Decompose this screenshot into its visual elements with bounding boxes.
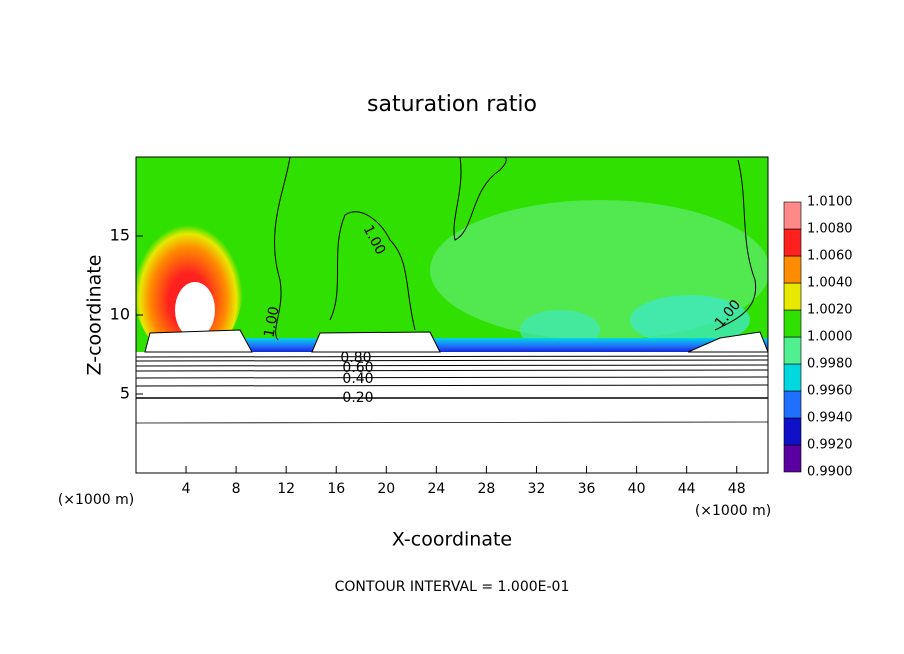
colorbar-box	[783, 255, 802, 284]
x-axis-label: X-coordinate	[392, 529, 512, 551]
colorbar-label: 1.0080	[807, 222, 853, 237]
x-tick-label: 12	[277, 481, 295, 497]
colorbar-label: 0.9940	[807, 411, 853, 426]
colorbar-label: 1.0040	[807, 276, 853, 291]
footer-note: CONTOUR INTERVAL = 1.000E-01	[335, 579, 570, 595]
chart-title: saturation ratio	[367, 92, 537, 117]
colorbar-box	[783, 417, 802, 446]
y-axis-label: Z-coordinate	[84, 255, 106, 376]
colorbar-box	[783, 444, 802, 473]
x-tick-label: 48	[728, 481, 746, 497]
axis-unit: (×1000 m)	[695, 503, 771, 519]
colorbar-box	[783, 228, 802, 257]
contour-label: 0.60	[342, 360, 373, 376]
x-tick-label: 8	[232, 481, 241, 497]
x-tick-label: 16	[327, 481, 345, 497]
colorbar-label: 1.0060	[807, 249, 853, 264]
colorbar-box	[783, 309, 802, 338]
contour-label: 0.40	[342, 371, 373, 387]
colorbar-box	[783, 201, 802, 230]
x-tick-label: 20	[377, 481, 395, 497]
y-tick-label: 15	[110, 226, 130, 245]
x-tick-label: 24	[427, 481, 445, 497]
x-tick-label: 28	[478, 481, 496, 497]
colorbar-box	[783, 363, 802, 392]
x-tick-label: 40	[628, 481, 646, 497]
colorbar-box	[783, 282, 802, 311]
y-tick-label: 5	[120, 384, 130, 403]
colorbar-label: 0.9960	[807, 384, 853, 399]
colorbar-label: 1.0000	[807, 330, 853, 345]
x-tick-label: 44	[678, 481, 696, 497]
colorbar-label: 0.9900	[807, 465, 853, 480]
x-tick-label: 4	[182, 481, 191, 497]
colorbar-box	[783, 390, 802, 419]
colorbar-label: 1.0020	[807, 303, 853, 318]
colorbar-label: 0.9980	[807, 357, 853, 372]
colorbar-label: 1.0100	[807, 195, 853, 210]
contour-label: 0.20	[342, 390, 373, 406]
x-tick-label: 36	[578, 481, 596, 497]
x-tick-label: 32	[528, 481, 546, 497]
colorbar-label: 0.9920	[807, 438, 853, 453]
colorbar-box	[783, 336, 802, 365]
axis-unit: (×1000 m)	[58, 492, 134, 508]
y-tick-label: 10	[110, 305, 130, 324]
contour-label: 1.00	[261, 305, 282, 338]
contour-label: 0.80	[340, 350, 371, 366]
contour-field	[136, 157, 768, 473]
